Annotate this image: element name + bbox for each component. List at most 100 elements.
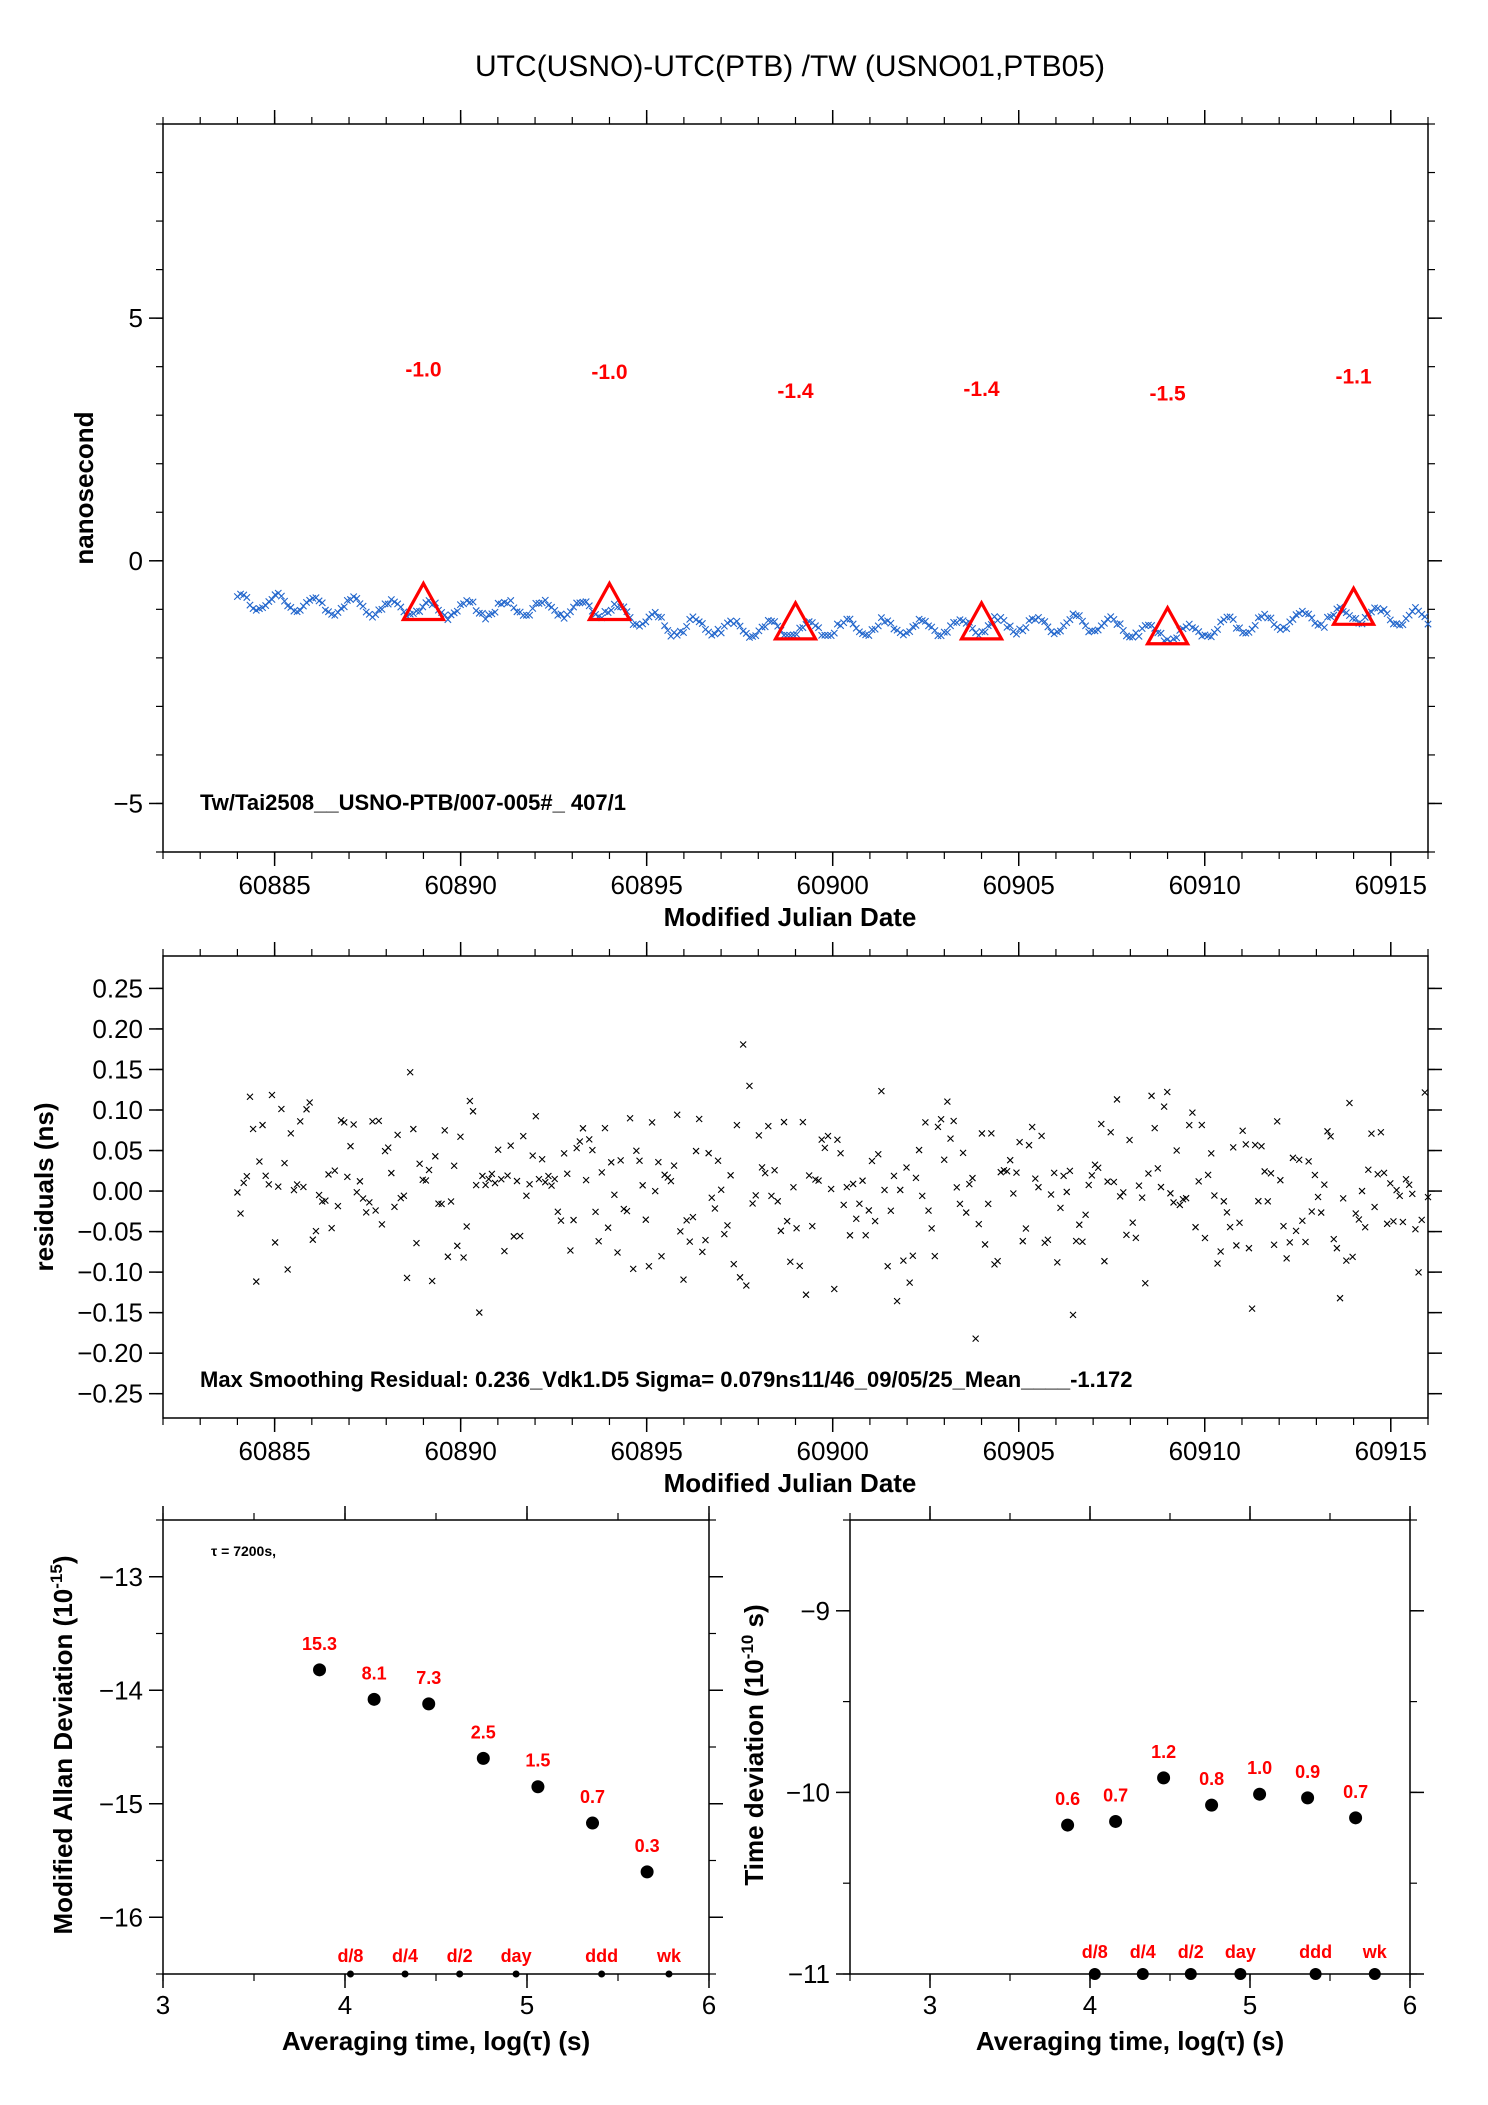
series-point: [582, 598, 590, 606]
modified-allan-deviation-plot: 3 4 5 6 −16 −15 −14 −13 Averaging time, log(τ) (…: [47, 1506, 723, 2056]
residual-point: [702, 1236, 709, 1244]
residual-point: [626, 1114, 634, 1122]
series-point: [639, 620, 647, 628]
residual-point: [843, 1183, 851, 1191]
residual-point: [724, 1221, 731, 1229]
residual-point: [717, 1186, 725, 1194]
time-deviation-plot: 3 4 5 6 −11 −10 −9 Averaging time, log(τ) (s) Ti…: [738, 1506, 1424, 2056]
residual-point: [1006, 1156, 1014, 1164]
residual-point: [1160, 1103, 1168, 1110]
residual-point: [1254, 1197, 1262, 1205]
residual-point: [1151, 1124, 1159, 1132]
residuals-y-axis-label: residuals (ns): [29, 1102, 59, 1271]
series-point: [1320, 623, 1328, 632]
triangle-label: -1.1: [1335, 366, 1372, 389]
residual-point: [1305, 1157, 1313, 1165]
residual-point: [943, 1098, 951, 1105]
residual-point: [557, 1217, 565, 1225]
residual-point: [651, 1187, 659, 1195]
residual-point: [683, 1216, 691, 1224]
mdev-point: [422, 1697, 436, 1711]
residual-point: [1132, 1234, 1140, 1242]
residuals-y-tick-label: −0.05: [77, 1217, 143, 1247]
residual-point: [774, 1197, 782, 1205]
residual-point: [422, 1177, 430, 1184]
residual-point: [1060, 1172, 1067, 1180]
residual-point: [507, 1142, 515, 1149]
series-point: [1103, 615, 1112, 623]
series-point: [447, 611, 455, 619]
series-point: [849, 620, 857, 628]
main-x-tick-label: 60915: [1355, 870, 1427, 900]
main-annotation: Tw/Tai2508__USNO-PTB/007-005#_ 407/1: [200, 790, 626, 815]
series-point: [1129, 633, 1137, 641]
residual-point: [720, 1230, 728, 1238]
residual-point: [538, 1155, 546, 1163]
residual-point: [1339, 1195, 1347, 1202]
residual-point: [337, 1117, 345, 1124]
series-point: [635, 622, 644, 630]
series-point: [683, 622, 691, 630]
residual-point: [281, 1159, 288, 1167]
residual-point: [554, 1208, 562, 1216]
series-point: [1022, 624, 1030, 632]
series-point: [1408, 607, 1416, 616]
residual-point: [906, 1279, 914, 1287]
series-point: [529, 604, 537, 613]
residual-point: [645, 1262, 653, 1270]
mdev-tau-note: τ = 7200s,: [211, 1543, 276, 1559]
residual-point: [862, 1231, 870, 1239]
residual-point: [1317, 1209, 1325, 1216]
series-point: [736, 622, 744, 630]
series-point: [566, 608, 574, 616]
series-point: [1239, 629, 1247, 637]
residual-point: [541, 1178, 549, 1186]
tdev-interval-label: d/8: [1082, 1942, 1108, 1962]
tdev-x-axis-label: Averaging time, log(τ) (s): [976, 2026, 1284, 2056]
residual-point: [582, 1176, 590, 1184]
mdev-interval-marker: [598, 1970, 606, 1978]
residual-point: [1163, 1088, 1171, 1096]
series-point: [1386, 616, 1394, 624]
tdev-y-axis-label: Time deviation (10-10 s): [738, 1604, 769, 1885]
residual-point: [1003, 1167, 1011, 1175]
tdev-interval-marker: [1184, 1968, 1197, 1980]
residual-point: [827, 1185, 835, 1193]
residual-point: [780, 1118, 788, 1126]
series-point: [865, 631, 873, 640]
main-x-tick-label: 60910: [1169, 870, 1241, 900]
residual-point: [1352, 1210, 1360, 1217]
series-point: [1349, 614, 1357, 623]
residual-point: [899, 1257, 907, 1265]
residual-point: [903, 1164, 910, 1171]
residual-point: [796, 1262, 804, 1270]
residual-point: [359, 1195, 367, 1202]
series-point: [280, 597, 289, 605]
residual-point: [463, 1223, 471, 1230]
tdev-y-tick-label: −11: [788, 1959, 830, 1989]
residual-point: [878, 1087, 885, 1095]
tdev-y-tick-label: −10: [786, 1777, 830, 1807]
residual-point: [265, 1181, 273, 1188]
residual-point: [1016, 1138, 1024, 1146]
series-point: [1119, 626, 1127, 635]
residual-point: [1082, 1211, 1089, 1219]
residual-point: [1377, 1128, 1385, 1136]
tdev-point: [1061, 1818, 1075, 1832]
mdev-point-label: 2.5: [471, 1722, 496, 1742]
residual-point: [268, 1091, 276, 1099]
series-point: [692, 616, 700, 624]
residual-point: [1110, 1178, 1118, 1186]
residual-point: [1173, 1147, 1181, 1154]
series-point: [818, 631, 826, 639]
residual-point: [303, 1105, 310, 1113]
residual-point: [601, 1124, 609, 1132]
residual-point: [1383, 1220, 1391, 1228]
residuals-x-tick-label: 60895: [611, 1436, 683, 1466]
residual-point: [406, 1068, 414, 1076]
residual-point: [347, 1142, 354, 1150]
residual-point: [711, 1205, 719, 1212]
residual-point: [278, 1105, 285, 1113]
series-point: [664, 626, 672, 635]
mdev-point-label: 1.5: [525, 1751, 550, 1771]
